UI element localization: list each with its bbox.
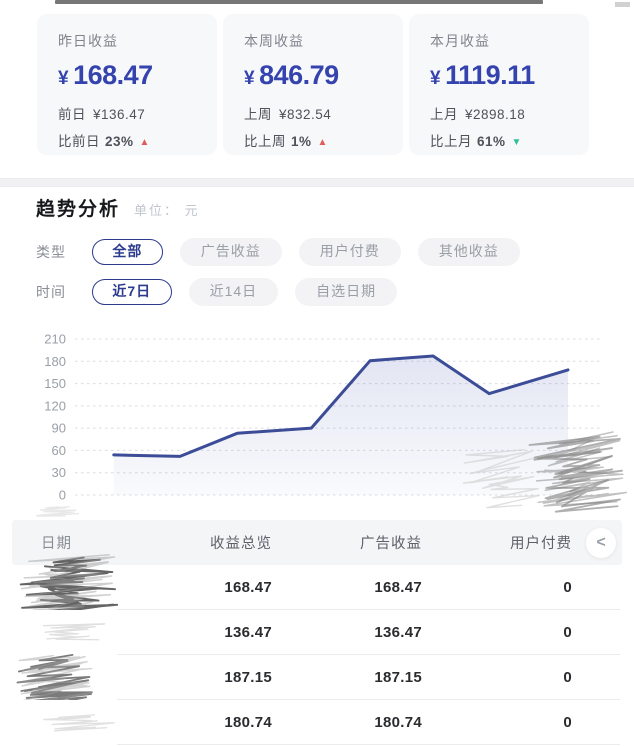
stat-compare: 上月 ¥2898.18 (430, 103, 589, 123)
type-pill-all[interactable]: 全部 (92, 238, 163, 266)
type-filter-label: 类型 (36, 244, 66, 260)
svg-text:150: 150 (44, 376, 66, 391)
trend-header: 趋势分析 单位： 元 (36, 194, 200, 221)
type-pill-other[interactable]: 其他收益 (417, 238, 520, 266)
scroll-left-button[interactable]: < (586, 527, 616, 558)
time-pill-7d[interactable]: 近7日 (92, 278, 172, 306)
svg-text:180: 180 (44, 354, 66, 369)
table-row: 187.15 187.15 0 (12, 654, 622, 710)
stat-label: 本月收益 (430, 33, 490, 49)
table-row: 168.47 168.47 0 (12, 554, 622, 617)
currency-symbol: ¥ (58, 68, 69, 89)
compare-value: ¥2898.18 (465, 107, 526, 122)
stat-label: 本周收益 (244, 33, 304, 49)
cell-ad-revenue: 136.47 (374, 624, 422, 641)
cell-user-pay: 0 (563, 714, 572, 731)
svg-text:30: 30 (52, 465, 66, 480)
type-pill-ad-revenue[interactable]: 广告收益 (179, 238, 282, 266)
change-triangle-icon: ▼ (511, 137, 522, 148)
section-divider (0, 178, 634, 187)
screenshot-artifact-topbar (55, 0, 543, 4)
compare-label: 上周 (244, 107, 272, 122)
stat-compare: 前日 ¥136.47 (58, 103, 217, 123)
type-filter-row: 类型 全部 广告收益 用户付费 其他收益 (36, 236, 520, 268)
cell-ad-revenue: 187.15 (374, 669, 422, 686)
stat-change: 比前日 23% ▲ (58, 130, 217, 150)
svg-text:210: 210 (44, 332, 66, 347)
change-triangle-icon: ▲ (317, 137, 328, 148)
change-value: 23% (105, 134, 134, 149)
table-header: 日期 收益总览 广告收益 用户付费 < (12, 520, 622, 565)
stat-card-yesterday: 昨日收益 ¥168.47 前日 ¥136.47 比前日 23% ▲ (37, 14, 217, 155)
col-header-date: 日期 (41, 536, 72, 552)
cell-user-pay: 0 (563, 669, 572, 686)
cell-total: 136.47 (224, 624, 272, 641)
type-pill-user-pay[interactable]: 用户付费 (298, 238, 401, 266)
stat-label: 昨日收益 (58, 33, 118, 49)
compare-label: 前日 (58, 107, 86, 122)
cell-date (12, 554, 122, 617)
cell-ad-revenue: 168.47 (374, 579, 422, 596)
earnings-table: 日期 收益总览 广告收益 用户付费 < 168.47 168.47 0 136.… (12, 520, 622, 745)
svg-text:90: 90 (52, 421, 66, 436)
cell-ad-revenue: 180.74 (374, 714, 422, 731)
time-pill-custom-date[interactable]: 自选日期 (295, 278, 398, 306)
redaction-scribble (42, 623, 106, 641)
svg-text:60: 60 (52, 443, 66, 458)
cell-total: 187.15 (224, 669, 272, 686)
cell-date (12, 610, 122, 655)
stat-card-month: 本月收益 ¥1119.11 上月 ¥2898.18 比上月 61% ▼ (409, 14, 589, 155)
stat-amount-value: 168.47 (73, 60, 153, 90)
summary-cards: 昨日收益 ¥168.47 前日 ¥136.47 比前日 23% ▲ 本周收益 ¥846… (37, 14, 589, 155)
col-header-total: 收益总览 (210, 536, 272, 552)
cell-total: 168.47 (224, 579, 272, 596)
stat-change: 比上周 1% ▲ (244, 130, 403, 150)
stat-amount-value: 1119.11 (445, 60, 535, 90)
stat-card-week: 本周收益 ¥846.79 上周 ¥832.54 比上周 1% ▲ (223, 14, 403, 155)
col-header-ad-revenue: 广告收益 (360, 536, 422, 552)
cell-user-pay: 0 (563, 579, 572, 596)
stat-amount: ¥1119.11 (430, 60, 589, 91)
compare-value: ¥832.54 (279, 107, 332, 122)
trend-title: 趋势分析 (36, 199, 121, 220)
currency-symbol: ¥ (244, 68, 255, 89)
change-prefix: 比上月 (430, 134, 472, 149)
scroll-hint-cell: < (572, 527, 622, 558)
cell-total: 180.74 (224, 714, 272, 731)
cell-date (12, 654, 122, 710)
trend-unit-label: 单位： 元 (134, 203, 200, 218)
col-header-user-pay: 用户付费 (510, 536, 572, 552)
table-row: 180.74 180.74 0 (12, 700, 622, 745)
time-filter-label: 时间 (36, 284, 66, 300)
cell-date (12, 700, 122, 745)
redaction-scribble (43, 714, 115, 732)
cell-user-pay: 0 (563, 624, 572, 641)
time-filter-row: 时间 近7日 近14日 自选日期 (36, 276, 398, 308)
change-prefix: 比前日 (58, 134, 100, 149)
stat-compare: 上周 ¥832.54 (244, 103, 403, 123)
change-value: 1% (291, 134, 312, 149)
change-prefix: 比上周 (244, 134, 286, 149)
svg-text:0: 0 (59, 488, 66, 503)
trend-line-chart: 210 180 150 120 90 60 30 0 (44, 332, 600, 503)
currency-symbol: ¥ (430, 68, 441, 89)
stat-amount: ¥168.47 (58, 60, 217, 91)
compare-value: ¥136.47 (93, 107, 146, 122)
table-row: 136.47 136.47 0 (12, 610, 622, 655)
stat-amount-value: 846.79 (259, 60, 339, 90)
svg-text:120: 120 (44, 398, 66, 413)
change-triangle-icon: ▲ (139, 137, 150, 148)
screenshot-artifact-corner-mark (615, 2, 630, 7)
stat-change: 比上月 61% ▼ (430, 130, 589, 150)
compare-label: 上月 (430, 107, 458, 122)
change-value: 61% (477, 134, 506, 149)
stat-amount: ¥846.79 (244, 60, 403, 91)
time-pill-14d[interactable]: 近14日 (188, 278, 279, 306)
